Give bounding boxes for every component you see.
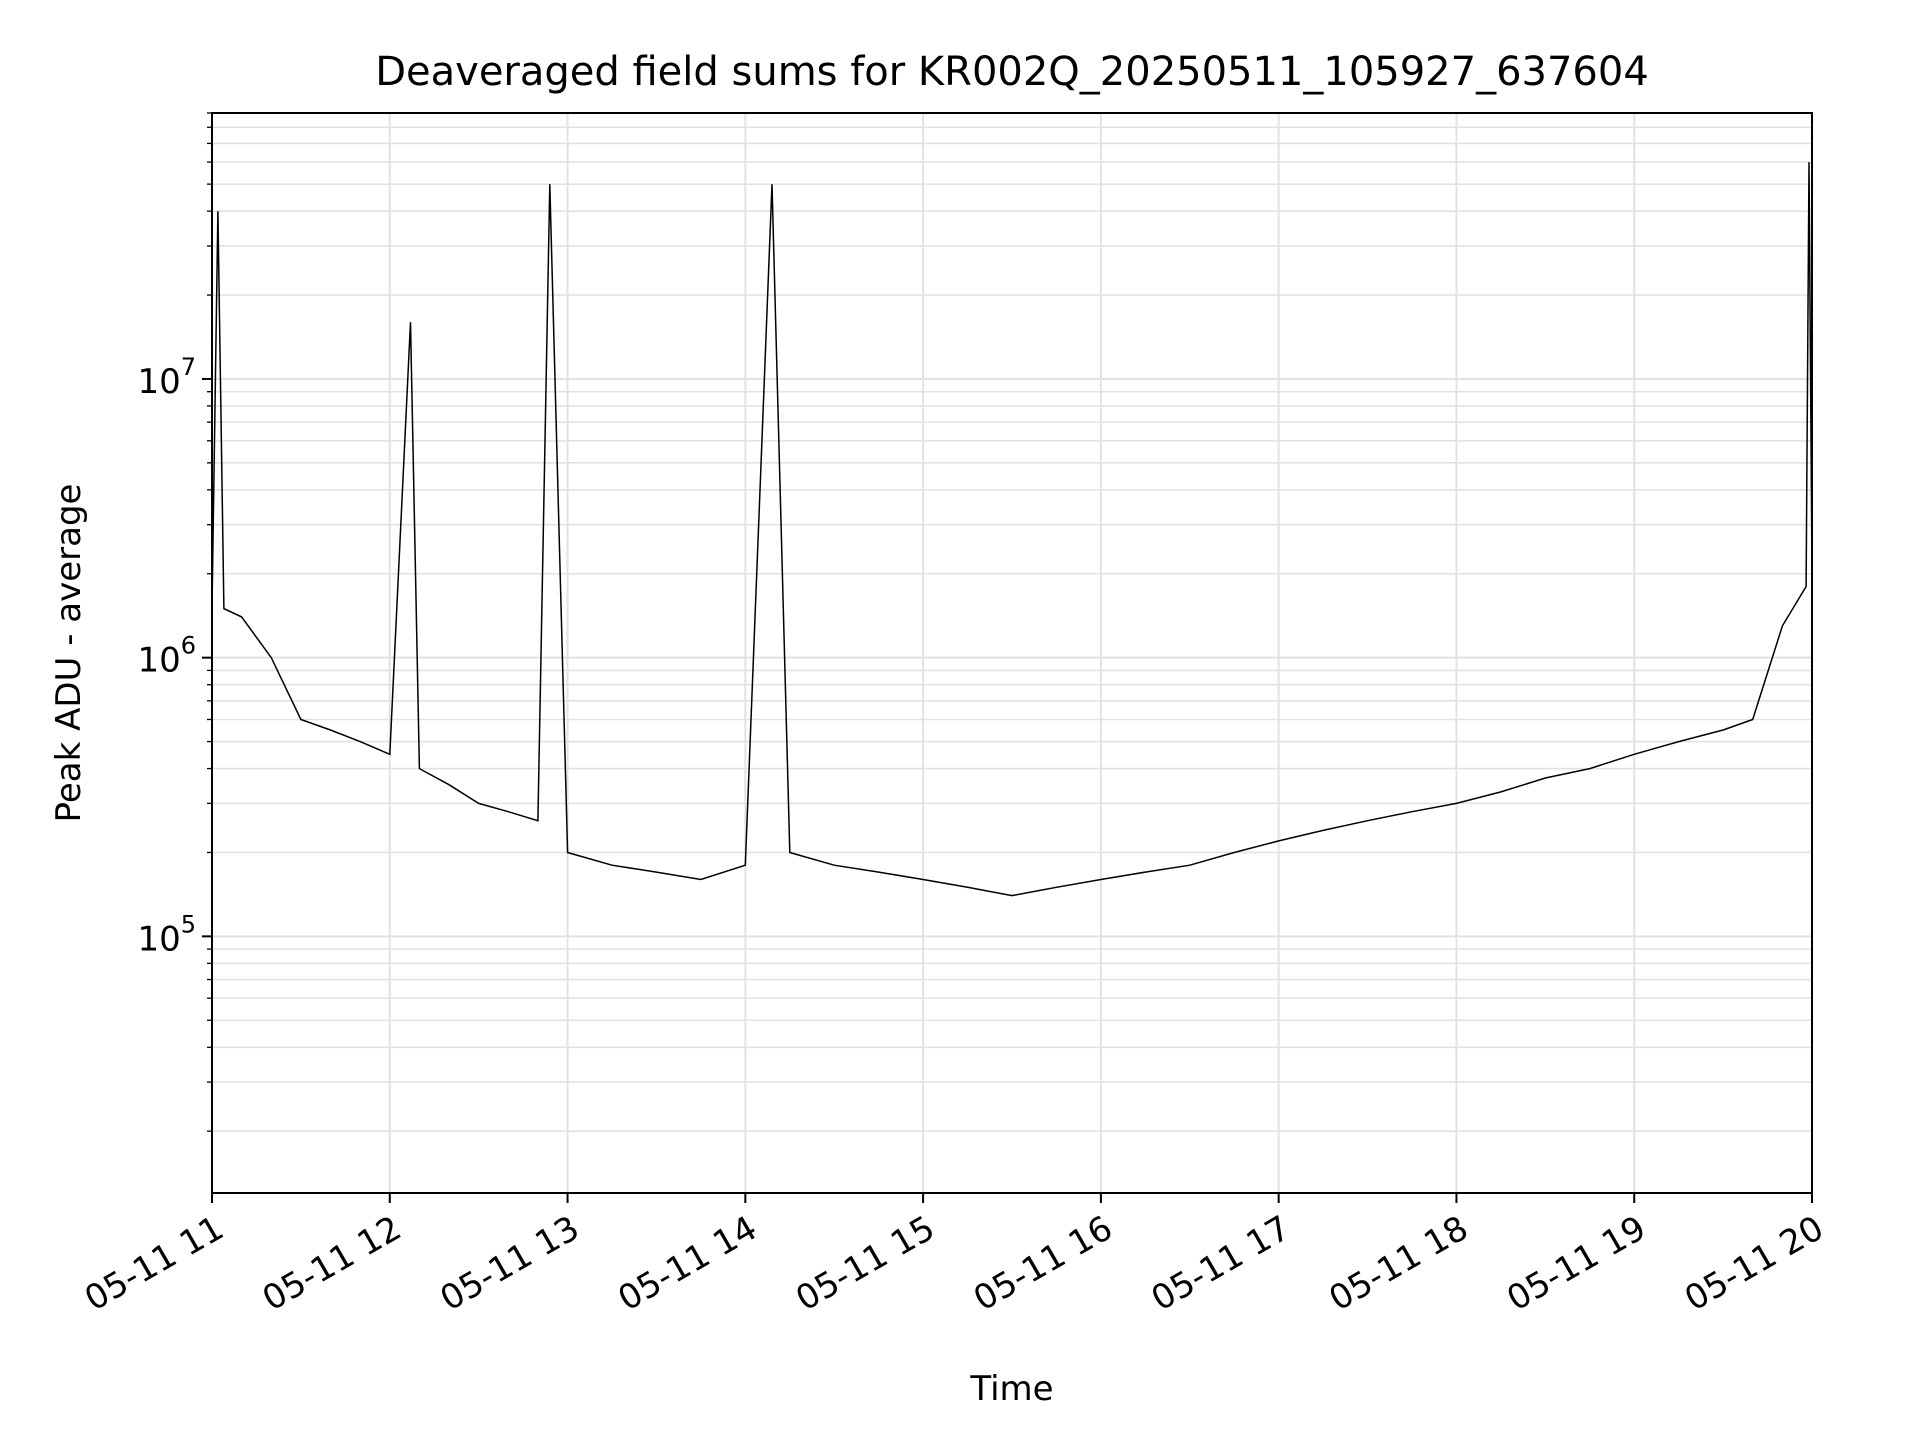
y-axis-label: Peak ADU - average <box>49 484 89 823</box>
series-line <box>212 162 1812 897</box>
series-layer <box>212 162 1812 897</box>
y-axis: 105 106 107 <box>137 112 212 1132</box>
y-tick-label: 105 <box>137 910 196 959</box>
y-tick-label: 107 <box>137 353 196 402</box>
y-tick-label: 106 <box>137 632 196 681</box>
chart-title: Deaveraged field sums for KR002Q_2025051… <box>375 49 1649 95</box>
x-axis-label: Time <box>969 1369 1053 1409</box>
plot-frame <box>211 112 1813 1194</box>
